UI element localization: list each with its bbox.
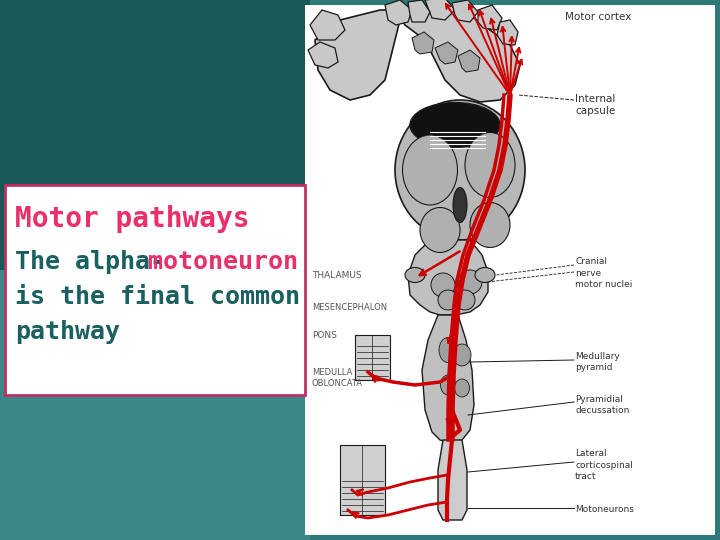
Polygon shape <box>422 315 474 443</box>
Ellipse shape <box>405 267 425 282</box>
Polygon shape <box>435 42 458 64</box>
Circle shape <box>458 270 482 294</box>
Text: motoneuron: motoneuron <box>148 250 298 274</box>
Circle shape <box>455 290 475 310</box>
Circle shape <box>431 273 455 297</box>
Polygon shape <box>425 0 455 20</box>
Ellipse shape <box>470 202 510 247</box>
Bar <box>0 0 310 270</box>
Bar <box>0 270 310 540</box>
Polygon shape <box>395 5 520 102</box>
Ellipse shape <box>402 135 457 205</box>
Text: Motor cortex: Motor cortex <box>565 12 631 22</box>
Text: MEDULLA
OBLONCATA: MEDULLA OBLONCATA <box>312 368 363 388</box>
Ellipse shape <box>441 375 456 395</box>
Bar <box>305 5 715 535</box>
Polygon shape <box>438 440 467 520</box>
Ellipse shape <box>453 344 471 366</box>
Polygon shape <box>452 0 478 22</box>
Polygon shape <box>458 50 480 72</box>
Polygon shape <box>412 32 434 54</box>
Bar <box>355 335 390 380</box>
Text: MESENCEPHALON: MESENCEPHALON <box>312 302 387 312</box>
Ellipse shape <box>420 207 460 253</box>
Polygon shape <box>408 240 488 315</box>
Ellipse shape <box>453 187 467 222</box>
Polygon shape <box>308 42 338 68</box>
Text: The alpha-: The alpha- <box>15 250 165 274</box>
Bar <box>5 185 305 395</box>
Polygon shape <box>385 0 412 25</box>
Polygon shape <box>315 10 400 100</box>
Ellipse shape <box>465 132 515 198</box>
Text: Pyramidial
decussation: Pyramidial decussation <box>575 395 629 415</box>
Text: Motor pathways: Motor pathways <box>15 205 250 233</box>
Ellipse shape <box>410 103 500 147</box>
Ellipse shape <box>395 100 525 240</box>
Text: pathway: pathway <box>15 320 120 344</box>
Polygon shape <box>310 10 345 40</box>
Text: Medullary
pyramid: Medullary pyramid <box>575 352 620 372</box>
Text: PONS: PONS <box>312 330 337 340</box>
Ellipse shape <box>475 267 495 282</box>
Text: Cranial
nerve
motor nuclei: Cranial nerve motor nuclei <box>575 258 632 288</box>
Ellipse shape <box>454 379 469 397</box>
Polygon shape <box>408 0 430 22</box>
Polygon shape <box>478 5 502 30</box>
Text: Internal
capsule: Internal capsule <box>575 94 616 116</box>
Circle shape <box>438 290 458 310</box>
Text: is the final common: is the final common <box>15 285 300 309</box>
Ellipse shape <box>439 338 457 362</box>
Text: Motoneurons: Motoneurons <box>575 505 634 515</box>
Polygon shape <box>497 20 518 45</box>
Bar <box>340 445 385 515</box>
Text: Lateral
corticospinal
tract: Lateral corticospinal tract <box>575 449 633 481</box>
Text: THALAMUS: THALAMUS <box>312 271 361 280</box>
